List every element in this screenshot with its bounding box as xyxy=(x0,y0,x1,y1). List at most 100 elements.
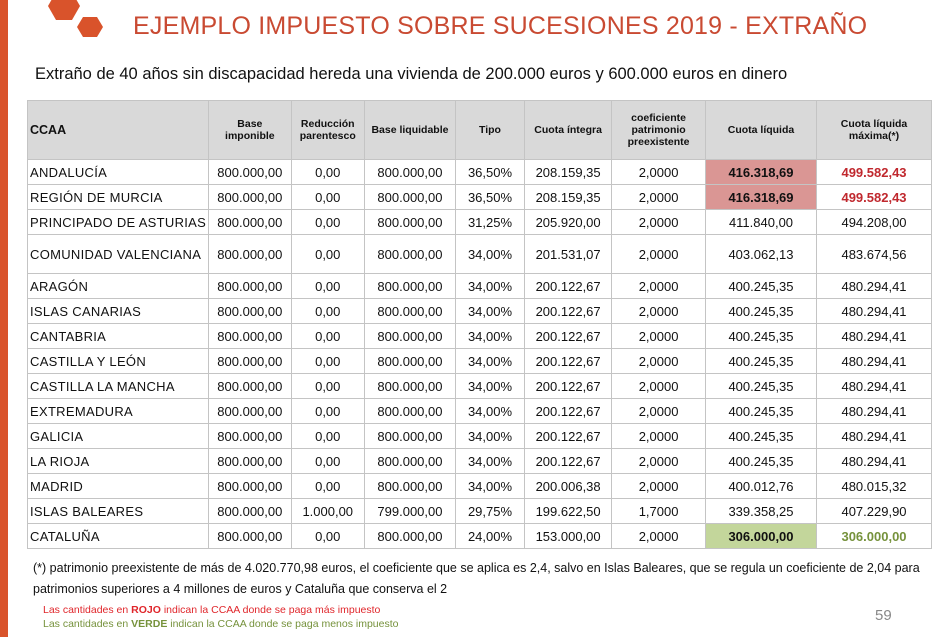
table-cell: 200.122,67 xyxy=(524,298,613,324)
table-cell: 480.294,41 xyxy=(816,273,932,299)
table-cell: 800.000,00 xyxy=(208,348,292,374)
table-cell: 34,00% xyxy=(454,348,526,374)
table-cell: 800.000,00 xyxy=(363,323,456,349)
table-cell: 2,0000 xyxy=(611,423,706,449)
legend-text: indican la CCAA donde se paga menos impu… xyxy=(167,618,399,630)
table-cell: 34,00% xyxy=(454,323,526,349)
table-cell: 201.531,07 xyxy=(524,234,613,274)
table-cell: 2,0000 xyxy=(611,373,706,399)
table-cell: 800.000,00 xyxy=(208,234,292,274)
table-cell: 416.318,69 xyxy=(704,159,818,185)
tax-table: CCAA Base imponible Reducción parentesco Ba… xyxy=(26,100,932,549)
table-cell: 2,0000 xyxy=(611,348,706,374)
table-row: EXTREMADURA 800.000,00 0,00 800.000,00 34,00… xyxy=(26,398,932,424)
table-cell: 2,0000 xyxy=(611,448,706,474)
table-cell: 799.000,00 xyxy=(363,498,456,524)
column-header: Base imponible xyxy=(208,100,292,160)
table-cell: 800.000,00 xyxy=(208,523,292,549)
table-cell: 400.245,35 xyxy=(704,398,818,424)
legend-green: Las cantidades en VERDE indican la CCAA … xyxy=(43,618,399,630)
table-cell: 480.015,32 xyxy=(816,473,932,499)
table-cell: 400.245,35 xyxy=(704,448,818,474)
table-cell: 36,50% xyxy=(454,159,526,185)
table-cell: 800.000,00 xyxy=(363,423,456,449)
table-cell: 800.000,00 xyxy=(363,234,456,274)
table-cell: 494.208,00 xyxy=(816,209,932,235)
ccaa-name: MADRID xyxy=(26,473,210,499)
table-cell: 34,00% xyxy=(454,373,526,399)
table-cell: 2,0000 xyxy=(611,184,706,210)
table-cell: 416.318,69 xyxy=(704,184,818,210)
table-cell: 200.122,67 xyxy=(524,273,613,299)
table-cell: 800.000,00 xyxy=(208,273,292,299)
table-cell: 0,00 xyxy=(290,523,365,549)
page-number: 59 xyxy=(875,607,892,624)
table-cell: 800.000,00 xyxy=(363,398,456,424)
column-header: Cuota líquida xyxy=(704,100,818,160)
table-cell: 0,00 xyxy=(290,234,365,274)
table-cell: 400.245,35 xyxy=(704,348,818,374)
legend-text: Las cantidades en xyxy=(43,604,132,616)
table-row: ANDALUCÍA 800.000,00 0,00 800.000,00 36,50% 2… xyxy=(26,159,932,185)
table-cell: 499.582,43 xyxy=(816,159,932,185)
table-cell: 0,00 xyxy=(290,323,365,349)
table-cell: 407.229,90 xyxy=(816,498,932,524)
table-cell: 480.294,41 xyxy=(816,373,932,399)
table-row: ISLAS BALEARES 800.000,00 1.000,00 799.000,… xyxy=(26,498,932,524)
table-cell: 480.294,41 xyxy=(816,448,932,474)
legend-key: VERDE xyxy=(131,618,168,630)
table-cell: 480.294,41 xyxy=(816,423,932,449)
table-cell: 2,0000 xyxy=(611,298,706,324)
table-cell: 0,00 xyxy=(290,373,365,399)
table-cell: 29,75% xyxy=(454,498,526,524)
ccaa-name: CASTILLA Y LEÓN xyxy=(26,348,210,374)
subtitle: Extraño de 40 años sin discapacidad here… xyxy=(35,65,788,83)
table-cell: 2,0000 xyxy=(611,273,706,299)
ccaa-name: CATALUÑA xyxy=(26,523,210,549)
ccaa-name: LA RIOJA xyxy=(26,448,210,474)
table-cell: 0,00 xyxy=(290,159,365,185)
table-cell: 480.294,41 xyxy=(816,398,932,424)
table-cell: 205.920,00 xyxy=(524,209,613,235)
table-cell: 0,00 xyxy=(290,473,365,499)
table-cell: 0,00 xyxy=(290,298,365,324)
table-cell: 800.000,00 xyxy=(208,423,292,449)
legend-key: ROJO xyxy=(131,604,161,616)
table-cell: 34,00% xyxy=(454,298,526,324)
table-cell: 800.000,00 xyxy=(363,209,456,235)
table-cell: 800.000,00 xyxy=(363,373,456,399)
table-cell: 2,0000 xyxy=(611,323,706,349)
footnote: (*) patrimonio preexistente de más de 4.… xyxy=(33,561,920,596)
table-cell: 800.000,00 xyxy=(208,448,292,474)
table-row: CANTABRIA 800.000,00 0,00 800.000,00 34,00% 2… xyxy=(26,323,932,349)
table-cell: 153.000,00 xyxy=(524,523,613,549)
ccaa-name: COMUNIDAD VALENCIANA xyxy=(26,234,210,274)
table-cell: 800.000,00 xyxy=(208,184,292,210)
table-cell: 800.000,00 xyxy=(363,473,456,499)
table-cell: 34,00% xyxy=(454,398,526,424)
table-cell: 0,00 xyxy=(290,184,365,210)
table-cell: 800.000,00 xyxy=(208,398,292,424)
column-header: coeficiente patrimonio preexistente xyxy=(611,100,706,160)
ccaa-name: REGIÓN DE MURCIA xyxy=(26,184,210,210)
column-header: Cuota líquida máxima(*) xyxy=(816,100,932,160)
ccaa-name: ANDALUCÍA xyxy=(26,159,210,185)
ccaa-name: PRINCIPADO DE ASTURIAS xyxy=(26,209,210,235)
table-cell: 34,00% xyxy=(454,448,526,474)
column-header: Tipo xyxy=(454,100,526,160)
table-cell: 2,0000 xyxy=(611,523,706,549)
table-cell: 800.000,00 xyxy=(208,323,292,349)
hexagon-logo-icon xyxy=(48,0,103,37)
ccaa-name: GALICIA xyxy=(26,423,210,449)
table-cell: 480.294,41 xyxy=(816,348,932,374)
table-row: LA RIOJA 800.000,00 0,00 800.000,00 34,00% 20… xyxy=(26,448,932,474)
table-cell: 800.000,00 xyxy=(208,298,292,324)
column-header: Reducción parentesco xyxy=(290,100,365,160)
table-cell: 200.006,38 xyxy=(524,473,613,499)
table-cell: 0,00 xyxy=(290,209,365,235)
table-cell: 34,00% xyxy=(454,423,526,449)
table-cell: 36,50% xyxy=(454,184,526,210)
table-cell: 800.000,00 xyxy=(363,159,456,185)
column-header: Base liquidable xyxy=(363,100,456,160)
ccaa-name: ISLAS CANARIAS xyxy=(26,298,210,324)
